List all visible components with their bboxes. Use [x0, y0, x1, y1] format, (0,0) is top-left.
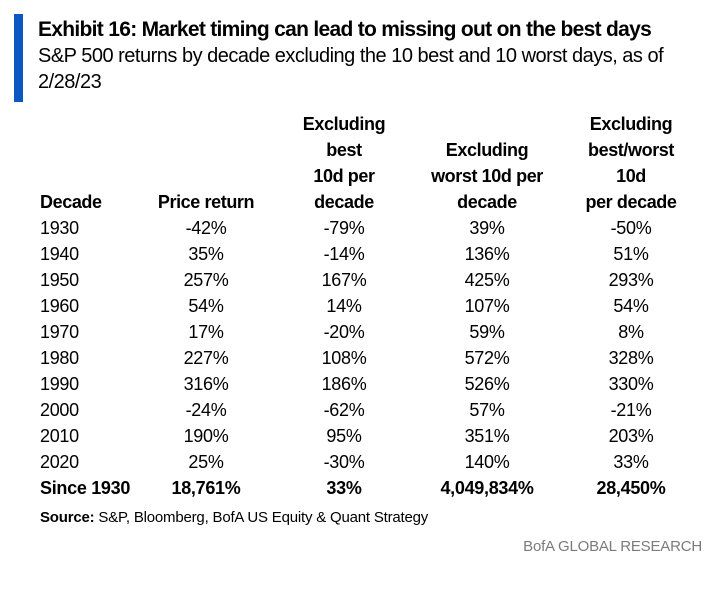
table-cell: -21%	[610, 400, 652, 420]
table-cell: 526%	[464, 374, 510, 394]
table-cell: 54%	[613, 296, 649, 316]
brand-line: BofA GLOBAL RESEARCH	[523, 538, 702, 555]
table-cell: 28,450%	[596, 478, 666, 498]
table-cell: -30%	[323, 452, 365, 472]
total-row: Since 1930 18,761% 33% 4,049,834% 28,450%	[40, 475, 714, 501]
table-cell: 18,761%	[171, 478, 241, 498]
table-cell: 293%	[608, 270, 654, 290]
table-cell: 425%	[464, 270, 510, 290]
source-line: Source: S&P, Bloomberg, BofA US Equity &…	[40, 508, 714, 528]
table-cell: 35%	[188, 244, 224, 264]
table-row: 1980 227% 108% 572% 328%	[40, 345, 714, 371]
table-cell: 167%	[321, 270, 367, 290]
exhibit-title: Exhibit 16: Market timing can lead to mi…	[38, 18, 652, 41]
table-cell: 2010	[40, 426, 79, 446]
table-cell: 203%	[608, 426, 654, 446]
column-header: Price return	[157, 192, 255, 212]
table-cell: 2020	[40, 452, 79, 472]
column-header: Excluding best/worst 10d per decade	[585, 114, 677, 212]
table-cell: 17%	[188, 322, 224, 342]
table-cell: 54%	[188, 296, 224, 316]
table-cell: 8%	[618, 322, 644, 342]
table-cell: 1980	[40, 348, 79, 368]
table-header-row: Decade Price return Excluding best 10d per de…	[40, 111, 714, 215]
table-cell: 190%	[183, 426, 229, 446]
table-cell: 51%	[613, 244, 649, 264]
table-row: 1940 35% -14% 136% 51%	[40, 241, 714, 267]
table-cell: 1940	[40, 244, 79, 264]
table-cell: 2000	[40, 400, 79, 420]
table-cell: -24%	[185, 400, 227, 420]
returns-table: Decade Price return Excluding best 10d per de…	[40, 111, 714, 501]
table-cell: 1970	[40, 322, 79, 342]
table-body: 1930 -42% -79% 39% -50% 1940 35% -14% 136% 51% 195…	[40, 215, 714, 501]
table-cell: 257%	[183, 270, 229, 290]
table-row: 2000 -24% -62% 57% -21%	[40, 397, 714, 423]
table-row: 1960 54% 14% 107% 54%	[40, 293, 714, 319]
table-cell: 108%	[321, 348, 367, 368]
table-cell: -50%	[610, 218, 652, 238]
table-cell: 227%	[183, 348, 229, 368]
table-cell: 95%	[326, 426, 362, 446]
table-cell: -14%	[323, 244, 365, 264]
exhibit-header: Exhibit 16: Market timing can lead to mi…	[0, 0, 714, 102]
source-text: S&P, Bloomberg, BofA US Equity & Quant S…	[98, 509, 429, 526]
table-cell: 330%	[608, 374, 654, 394]
table-cell: -79%	[323, 218, 365, 238]
table-cell: 1950	[40, 270, 79, 290]
table-cell: 1930	[40, 218, 79, 238]
table-cell: 1990	[40, 374, 79, 394]
column-header: Decade	[40, 192, 102, 212]
column-header: Excluding best 10d per decade	[302, 114, 386, 212]
table-cell: 140%	[464, 452, 510, 472]
table-cell: 14%	[326, 296, 362, 316]
table-cell: 4,049,834%	[440, 478, 534, 498]
table-cell: 328%	[608, 348, 654, 368]
table-cell: 33%	[613, 452, 649, 472]
table-cell: 57%	[469, 400, 505, 420]
table-row: 2020 25% -30% 140% 33%	[40, 449, 714, 475]
table-cell: 186%	[321, 374, 367, 394]
table-cell: Since 1930	[40, 478, 131, 498]
source-label: Source:	[40, 509, 95, 526]
table-cell: -42%	[185, 218, 227, 238]
exhibit-subtitle: S&P 500 returns by decade excluding the …	[38, 45, 664, 93]
table-cell: 316%	[183, 374, 229, 394]
table-cell: 351%	[464, 426, 510, 446]
table-row: 1950 257% 167% 425% 293%	[40, 267, 714, 293]
table-cell: 572%	[464, 348, 510, 368]
accent-bar	[14, 14, 23, 102]
table-cell: 33%	[326, 478, 362, 498]
table-cell: 136%	[464, 244, 510, 264]
table-cell: 1960	[40, 296, 79, 316]
table-cell: -20%	[323, 322, 365, 342]
column-header: Excluding worst 10d per decade	[431, 140, 543, 212]
table-cell: 25%	[188, 452, 224, 472]
table-cell: -62%	[323, 400, 365, 420]
table-row: 1970 17% -20% 59% 8%	[40, 319, 714, 345]
table-row: 1990 316% 186% 526% 330%	[40, 371, 714, 397]
table-cell: 39%	[469, 218, 505, 238]
table-row: 2010 190% 95% 351% 203%	[40, 423, 714, 449]
table-cell: 107%	[464, 296, 510, 316]
table-row: 1930 -42% -79% 39% -50%	[40, 215, 714, 241]
table-cell: 59%	[469, 322, 505, 342]
